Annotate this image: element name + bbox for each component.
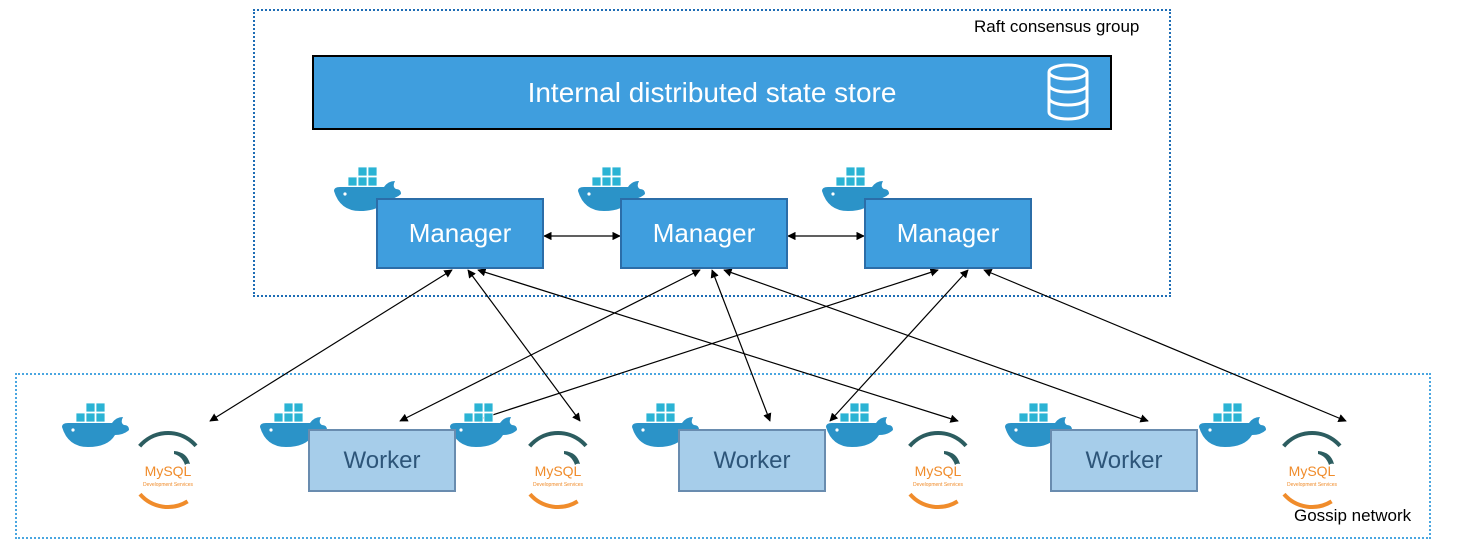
database-icon [1046,63,1090,126]
mysql-icon: MySQL Development Services [128,430,208,515]
worker-label: Worker [1086,447,1163,475]
worker-node: Worker [678,429,826,492]
manager-label: Manager [409,218,512,249]
svg-text:Development Services: Development Services [1287,482,1338,488]
manager-node: Manager [620,198,788,269]
svg-text:MySQL: MySQL [915,463,962,479]
manager-node: Manager [864,198,1032,269]
svg-text:Development Services: Development Services [143,482,194,488]
mysql-icon: MySQL Development Services [898,430,978,515]
svg-text:Development Services: Development Services [913,482,964,488]
docker-whale-icon [824,397,894,454]
mysql-icon: MySQL Development Services [518,430,598,515]
docker-whale-icon [448,397,518,454]
docker-whale-icon [1197,397,1267,454]
mysql-icon: MySQL Development Services [1272,430,1352,515]
manager-label: Manager [653,218,756,249]
svg-text:Development Services: Development Services [533,482,584,488]
worker-node: Worker [308,429,456,492]
worker-label: Worker [344,447,421,475]
raft-group-label: Raft consensus group [974,17,1139,37]
svg-text:MySQL: MySQL [1289,463,1336,479]
svg-text:MySQL: MySQL [535,463,582,479]
worker-node: Worker [1050,429,1198,492]
state-store-box: Internal distributed state store [312,55,1112,130]
state-store-label: Internal distributed state store [528,77,897,109]
docker-whale-icon [60,397,130,454]
worker-label: Worker [714,447,791,475]
manager-label: Manager [897,218,1000,249]
svg-text:MySQL: MySQL [145,463,192,479]
manager-node: Manager [376,198,544,269]
